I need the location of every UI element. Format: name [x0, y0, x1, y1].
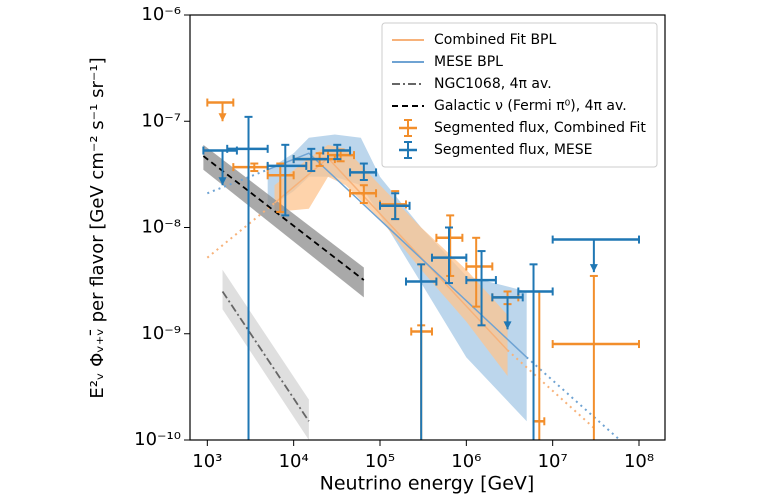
legend-box [381, 22, 658, 168]
fit-line [202, 155, 365, 281]
legend-label: Galactic ν (Fermi π⁰), 4π av. [434, 98, 627, 114]
x-tick-label: 10⁷ [538, 451, 568, 472]
fit-line [221, 290, 310, 422]
legend-label: Segmented flux, Combined Fit [434, 120, 646, 136]
uncertainty-band [274, 144, 508, 377]
fit-line [206, 202, 595, 429]
y-tick-label: 10⁻⁸ [141, 217, 181, 238]
x-tick-label: 10⁴ [279, 451, 309, 472]
upper-limit-arrow [218, 177, 227, 186]
x-tick-label: 10⁶ [451, 451, 481, 472]
legend-label: MESE BPL [434, 54, 503, 70]
y-tick-label: 10⁻¹⁰ [134, 429, 181, 450]
upper-limit-arrow [589, 264, 598, 273]
legend-label: Combined Fit BPL [434, 32, 556, 48]
uncertainty-band [203, 144, 364, 298]
uncertainty-band [267, 134, 527, 422]
x-axis-label: Neutrino energy [GeV] [320, 473, 535, 495]
plot-area [202, 98, 641, 440]
y-axis-label: E²ᵥ Φᵥ₊ᵥ̄ per flavor [GeV cm⁻² s⁻¹ sr⁻¹] [87, 57, 108, 398]
legend-label: Segmented flux, MESE [434, 142, 592, 158]
fit-line [206, 168, 621, 440]
y-tick-label: 10⁻⁹ [141, 323, 181, 344]
x-tick-label: 10⁸ [624, 451, 654, 472]
y-tick-label: 10⁻⁶ [141, 4, 181, 25]
y-tick-label: 10⁻⁷ [141, 110, 181, 131]
legend-label: NGC1068, 4π av. [434, 76, 552, 92]
x-tick-label: 10³ [192, 451, 222, 472]
x-tick-label: 10⁵ [365, 451, 395, 472]
legend: Combined Fit BPL MESE BPL NGC1068, 4π av. G… [381, 22, 658, 168]
upper-limit-arrow [503, 321, 512, 330]
upper-limit-arrow [218, 113, 227, 122]
